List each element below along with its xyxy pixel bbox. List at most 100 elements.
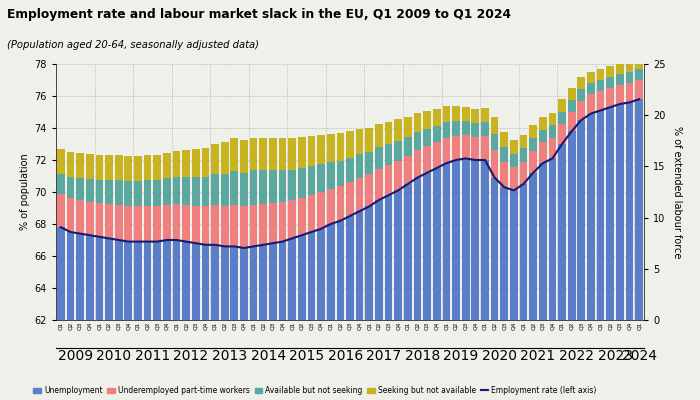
Bar	[220, 206, 228, 246]
Bar	[375, 124, 383, 130]
Bar	[491, 134, 498, 150]
Bar	[433, 109, 440, 114]
Bar	[317, 164, 325, 192]
Bar	[327, 189, 335, 224]
Bar	[356, 154, 363, 178]
Bar	[153, 155, 161, 162]
Bar	[462, 121, 470, 135]
Bar	[279, 170, 286, 202]
Bar	[269, 146, 276, 170]
Bar	[510, 154, 518, 167]
Bar	[539, 163, 547, 320]
Bar	[105, 180, 113, 204]
Bar	[587, 76, 595, 83]
Text: Employment rate and labour market slack in the EU, Q1 2009 to Q1 2024: Employment rate and labour market slack …	[7, 8, 511, 21]
Bar	[549, 118, 557, 125]
Bar	[356, 129, 363, 136]
Bar	[202, 148, 209, 155]
Bar	[549, 138, 557, 158]
Bar	[375, 169, 383, 200]
Employment rate (left axis)	[269, 241, 277, 246]
Bar	[57, 194, 64, 227]
Bar	[394, 161, 402, 190]
Bar	[539, 142, 547, 163]
Bar	[365, 206, 373, 320]
Bar	[606, 70, 614, 77]
Bar	[220, 150, 228, 174]
Bar	[626, 61, 634, 66]
Bar	[134, 181, 142, 206]
Bar	[211, 205, 219, 245]
Bar	[529, 125, 537, 130]
Bar	[86, 235, 94, 320]
Bar	[578, 89, 585, 101]
Bar	[211, 174, 219, 205]
Bar	[250, 138, 258, 146]
Bar	[153, 206, 161, 242]
Bar	[269, 170, 276, 203]
Bar	[182, 177, 190, 205]
Bar	[587, 72, 595, 76]
Bar	[578, 78, 585, 82]
Bar	[327, 141, 335, 162]
Bar	[626, 83, 634, 102]
Bar	[636, 62, 643, 69]
Bar	[578, 120, 585, 320]
Bar	[337, 140, 344, 161]
Bar	[539, 117, 547, 122]
Bar	[606, 66, 614, 70]
Bar	[182, 150, 190, 157]
Bar	[424, 116, 431, 129]
Bar	[597, 91, 605, 110]
Employment rate (left axis)	[413, 175, 421, 180]
Bar	[288, 138, 296, 146]
Bar	[500, 187, 508, 320]
Bar	[163, 178, 171, 205]
Bar	[365, 152, 373, 174]
Bar	[529, 151, 537, 173]
Bar	[472, 123, 480, 137]
Bar	[337, 186, 344, 221]
Bar	[558, 124, 566, 144]
Bar	[211, 144, 219, 151]
Bar	[539, 130, 547, 142]
Bar	[317, 134, 325, 142]
Bar	[173, 151, 181, 158]
Bar	[500, 137, 508, 147]
Bar	[86, 154, 94, 161]
Bar	[587, 94, 595, 114]
Bar	[462, 158, 470, 320]
Bar	[433, 168, 440, 320]
Bar	[279, 146, 286, 170]
Bar	[250, 146, 258, 170]
Bar	[115, 240, 122, 320]
Bar	[375, 200, 383, 320]
Bar	[346, 131, 354, 138]
Bar	[202, 155, 209, 177]
Bar	[394, 119, 402, 125]
Bar	[414, 178, 421, 320]
Bar	[211, 245, 219, 320]
Bar	[260, 204, 267, 245]
Bar	[616, 104, 624, 320]
Bar	[491, 178, 498, 320]
Bar	[385, 144, 393, 165]
Bar	[95, 203, 103, 237]
Bar	[481, 136, 489, 160]
Bar	[230, 205, 238, 246]
Bar	[307, 232, 315, 320]
Bar	[86, 202, 94, 235]
Bar	[433, 126, 440, 142]
Bar	[365, 134, 373, 152]
Bar	[192, 243, 199, 320]
Bar	[307, 136, 315, 144]
Bar	[173, 158, 181, 177]
Bar	[414, 150, 421, 178]
Bar	[346, 182, 354, 216]
Bar	[500, 132, 508, 137]
Bar	[57, 174, 64, 194]
Bar	[626, 102, 634, 320]
Bar	[317, 229, 325, 320]
Bar	[57, 155, 64, 174]
Bar	[260, 138, 267, 146]
